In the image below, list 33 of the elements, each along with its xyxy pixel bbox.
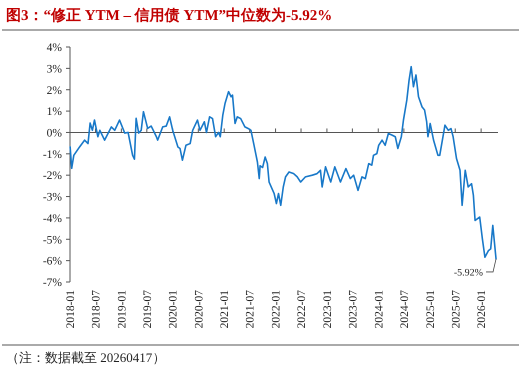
x-tick-label: 2020-01 xyxy=(168,290,180,328)
x-tick-label: 2026-01 xyxy=(476,290,488,328)
line-series xyxy=(69,66,497,260)
y-tick-label: -7% xyxy=(42,277,62,290)
x-tick-label: 2018-01 xyxy=(65,290,78,328)
y-tick-label: -2% xyxy=(42,170,62,182)
y-tick-label: 2% xyxy=(46,84,62,97)
x-tick-label: 2019-01 xyxy=(116,290,128,328)
y-tick-label: 1% xyxy=(46,106,62,118)
y-tick-label: -4% xyxy=(42,212,62,225)
y-tick-label: 4% xyxy=(46,42,62,54)
x-tick-label: 2023-01 xyxy=(322,290,334,328)
chart-title: 图3：“修正 YTM – 信用债 YTM”中位数为-5.92% xyxy=(6,7,332,24)
x-tick-label: 2018-07 xyxy=(90,290,102,328)
x-tick-label: 2021-07 xyxy=(244,290,257,328)
text: （注：数据截至 20260417） xyxy=(6,350,166,365)
x-tick-label: 2021-01 xyxy=(219,290,232,328)
y-tick-label: -5% xyxy=(42,234,62,246)
y-tick-label: -1% xyxy=(42,148,62,161)
x-tick-label: 2024-07 xyxy=(398,290,411,328)
x-tick-label: 2019-07 xyxy=(142,290,154,328)
y-tick-label: -6% xyxy=(42,256,62,268)
y-tick-label: -3% xyxy=(42,192,62,204)
annotation: -5.92% xyxy=(454,267,484,278)
y-tick-label: 3% xyxy=(46,63,62,76)
x-tick-label: 2022-07 xyxy=(296,290,308,328)
x-tick-label: 2022-01 xyxy=(270,290,283,328)
x-tick-label: 2020-07 xyxy=(193,290,206,328)
x-tick-label: 2025-07 xyxy=(450,290,462,328)
x-tick-label: 2024-01 xyxy=(373,290,386,328)
y-tick-label: 0% xyxy=(46,127,62,140)
x-tick-label: 2025-01 xyxy=(424,290,437,328)
x-tick-label: 2023-07 xyxy=(347,290,360,328)
